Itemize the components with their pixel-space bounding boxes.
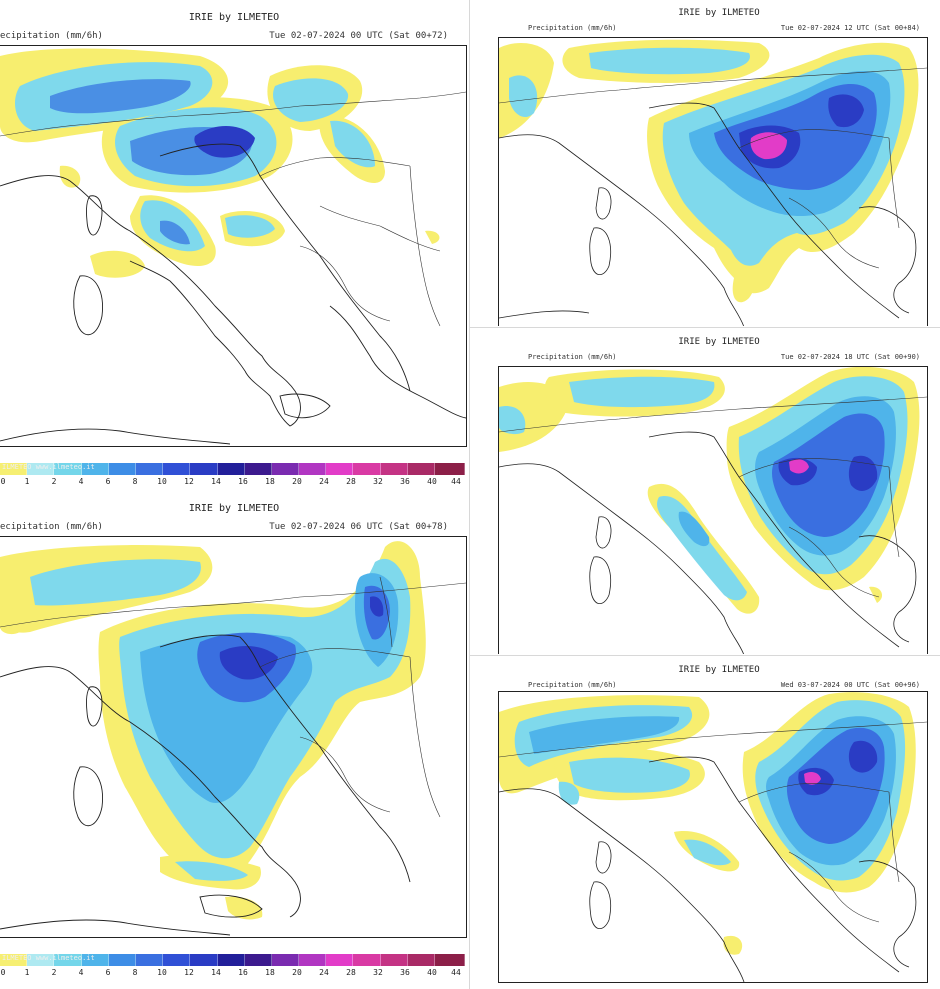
scale-credit: ILMETEO www.ilmeteo.it <box>2 463 95 471</box>
panel-valid-time: Wed 03-07-2024 00 UTC (Sat 00+96) <box>780 681 920 689</box>
borders <box>0 91 466 327</box>
scale-ticks: 0 1 2 4 6 8 10 12 14 16 18 20 24 28 32 3… <box>0 968 461 977</box>
panel-valid-time: Tue 02-07-2024 18 UTC (Sat 00+90) <box>780 353 920 361</box>
divider-right-2 <box>470 655 940 656</box>
panel-title: IRIE by ILMETEO <box>188 503 280 514</box>
forecast-panel-br: IRIE by ILMETEO Precipitation (mm/6h) We… <box>498 657 940 989</box>
panel-valid-time: Tue 02-07-2024 12 UTC (Sat 00+84) <box>780 24 920 32</box>
borders <box>0 576 466 818</box>
precip-field-magenta <box>789 459 809 474</box>
divider-right-1 <box>470 327 940 328</box>
borders <box>499 67 927 269</box>
coastlines <box>499 102 917 326</box>
precipitation-map <box>498 366 928 654</box>
color-scale <box>0 463 466 475</box>
color-scale <box>0 954 466 966</box>
scale-ticks: 0 1 2 4 6 8 10 12 14 16 18 20 24 28 32 3… <box>0 477 461 486</box>
coastlines <box>0 634 411 936</box>
panel-variable-label: Precipitation (mm/6h) <box>528 681 617 689</box>
panel-valid-time: Tue 02-07-2024 00 UTC (Sat 00+72) <box>269 31 448 41</box>
precipitation-map <box>498 37 928 326</box>
precip-field-darkblue <box>194 126 255 158</box>
forecast-panel-tr: IRIE by ILMETEO Precipitation (mm/6h) Tu… <box>498 0 940 326</box>
panel-variable-label: ecipitation (mm/6h) <box>0 31 103 41</box>
forecast-panel-bl: IRIE by ILMETEO ecipitation (mm/6h) Tue … <box>0 495 468 989</box>
coastlines <box>499 431 917 654</box>
panel-title: IRIE by ILMETEO <box>678 8 760 18</box>
panel-title: IRIE by ILMETEO <box>678 337 760 347</box>
panel-title: IRIE by ILMETEO <box>188 12 280 23</box>
precipitation-map <box>0 45 467 447</box>
panel-variable-label: ecipitation (mm/6h) <box>0 522 103 532</box>
divider-vertical <box>469 0 470 989</box>
panel-title: IRIE by ILMETEO <box>678 665 760 675</box>
panel-variable-label: Precipitation (mm/6h) <box>528 24 617 32</box>
precip-field-blue <box>771 413 885 537</box>
coastlines <box>499 756 917 982</box>
borders <box>499 396 927 598</box>
forecast-panel-tl: IRIE by ILMETEO ecipitation (mm/6h) Tue … <box>0 0 468 492</box>
scale-credit: ILMETEO www.ilmeteo.it <box>2 954 95 962</box>
panel-variable-label: Precipitation (mm/6h) <box>528 353 617 361</box>
precip-field-deepblue <box>219 596 384 680</box>
forecast-panel-mr: IRIE by ILMETEO Precipitation (mm/6h) Tu… <box>498 329 940 654</box>
borders <box>499 721 927 923</box>
precip-field-magenta <box>804 771 821 785</box>
precipitation-map <box>498 691 928 983</box>
panel-valid-time: Tue 02-07-2024 06 UTC (Sat 00+78) <box>269 522 448 532</box>
precipitation-map <box>0 536 467 938</box>
coastlines <box>0 143 466 445</box>
precip-field-magenta <box>750 132 787 160</box>
